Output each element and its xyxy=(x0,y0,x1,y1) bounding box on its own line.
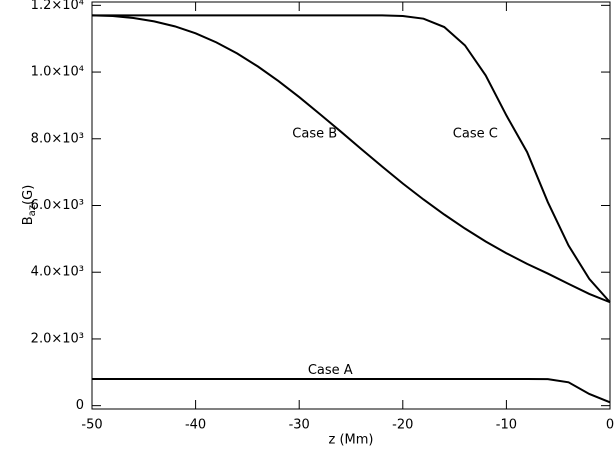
y-tick-label: 6.0×10³ xyxy=(31,198,84,213)
x-tick-label: -50 xyxy=(81,418,102,433)
y-label-subscript: az xyxy=(27,205,38,216)
y-label-base: B xyxy=(21,216,36,225)
y-tick-label: 0 xyxy=(76,398,84,413)
y-axis-label: Baz(G) xyxy=(21,185,39,226)
x-tick-label: 0 xyxy=(606,418,614,433)
x-tick-label: -10 xyxy=(496,418,517,433)
plot-frame xyxy=(91,1,611,410)
y-tick-label: 8.0×10³ xyxy=(31,131,84,146)
data-line xyxy=(91,14,611,304)
series-label: Case C xyxy=(453,126,498,141)
y-tick-label: 2.0×10³ xyxy=(31,331,84,346)
data-line xyxy=(92,14,611,303)
x-tick-label: -30 xyxy=(289,418,310,433)
y-tick-label: 4.0×10³ xyxy=(31,265,84,280)
x-tick-label: -20 xyxy=(392,418,413,433)
y-tick-label: 1.0×10⁴ xyxy=(31,65,84,80)
data-line xyxy=(92,377,611,404)
y-tick-label: 1.2×10⁴ xyxy=(31,0,84,13)
series-label: Case B xyxy=(292,126,337,141)
series-label: Case A xyxy=(308,363,353,378)
x-axis-label: z (Mm) xyxy=(329,433,374,448)
y-label-unit: (G) xyxy=(21,185,36,205)
x-tick-label: -40 xyxy=(185,418,206,433)
